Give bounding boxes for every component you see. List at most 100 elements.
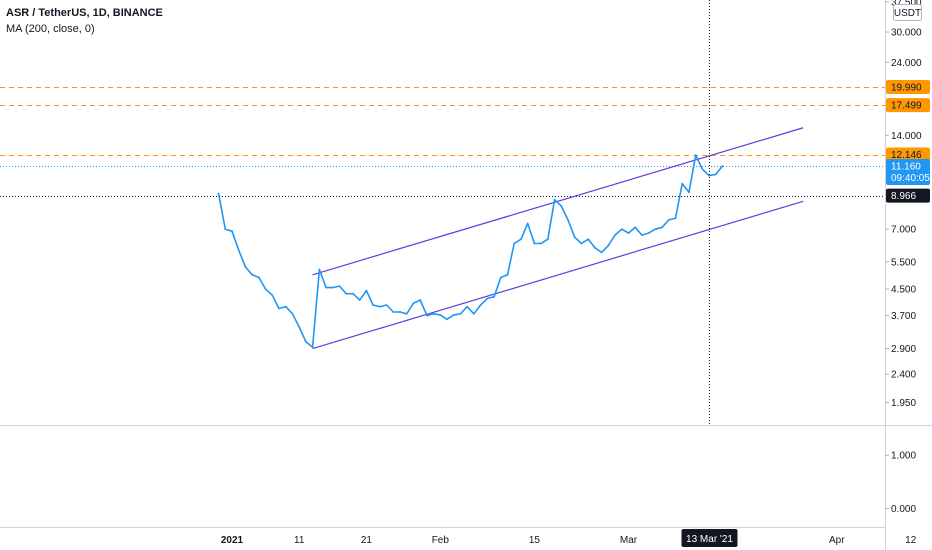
price-point-1 [224, 228, 227, 231]
channel-line-upper[interactable] [312, 127, 804, 276]
x-tick-label-1: 11 [294, 535, 305, 546]
chart-legend-symbol[interactable]: ASR / TetherUS, 1D, BINANCE [6, 7, 163, 19]
price-point-57 [600, 251, 603, 254]
y-tick-label-3: 14.000 [891, 131, 922, 142]
price-point-33 [439, 314, 442, 316]
price-point-34 [446, 318, 448, 321]
x-tick-label-2: 21 [361, 535, 373, 546]
price-point-31 [426, 314, 428, 317]
price-point-62 [634, 226, 637, 229]
price-point-37 [466, 305, 469, 308]
price-point-41 [493, 295, 495, 298]
price-point-55 [587, 238, 590, 241]
price-point-46 [526, 222, 529, 225]
price-point-30 [419, 299, 422, 301]
price-point-0 [217, 192, 220, 195]
price-tag-value-0: 19.990 [891, 83, 922, 94]
price-point-38 [473, 312, 475, 315]
y-tick-label-8: 2.900 [891, 344, 916, 355]
price-point-4 [244, 266, 247, 268]
price-point-24 [378, 305, 381, 308]
currency-badge-label: USDT [894, 8, 921, 19]
price-point-20 [352, 292, 354, 295]
price-point-65 [654, 228, 657, 231]
x-tick-label-0: 2021 [221, 535, 244, 546]
price-point-12 [298, 326, 301, 328]
price-point-48 [540, 242, 542, 245]
price-point-45 [520, 238, 522, 241]
price-point-58 [607, 244, 610, 247]
price-point-72 [701, 168, 704, 171]
trend-channel[interactable] [312, 127, 804, 350]
price-point-39 [479, 304, 482, 306]
price-point-75 [721, 165, 724, 167]
y-tick-label-2: 24.000 [891, 58, 922, 69]
price-axis[interactable]: 37.50030.00024.00014.0007.0005.5004.5003… [885, 0, 922, 409]
price-point-32 [432, 312, 435, 315]
price-point-36 [459, 312, 462, 315]
price-point-8 [271, 294, 274, 297]
price-point-47 [533, 242, 536, 245]
price-point-15 [318, 268, 321, 271]
price-point-2 [231, 230, 233, 233]
price-tag-3 [886, 159, 930, 186]
horizontal-levels[interactable] [0, 87, 885, 197]
price-point-35 [452, 314, 455, 316]
price-point-50 [553, 198, 556, 201]
indicator-tick-label-1: 0.000 [891, 504, 916, 515]
y-tick-label-10: 1.950 [891, 398, 916, 409]
price-point-61 [627, 232, 630, 235]
price-point-44 [513, 242, 516, 245]
price-point-25 [385, 304, 388, 306]
price-point-64 [647, 232, 650, 235]
price-point-17 [331, 286, 334, 289]
price-point-69 [681, 182, 684, 185]
price-point-27 [399, 311, 401, 313]
price-tag-2 [886, 147, 930, 162]
time-axis[interactable]: 2021 11 21 Feb 15 Mar Apr 12 13 Mar '21 [221, 529, 917, 547]
price-point-54 [580, 242, 583, 245]
price-point-16 [325, 286, 327, 289]
chart-legend-indicator[interactable]: MA (200, close, 0) [6, 23, 95, 35]
crosshair-date-tag [681, 529, 738, 547]
y-tick-label-4: 7.000 [891, 225, 916, 236]
price-point-66 [661, 226, 663, 229]
price-tag-1 [886, 98, 930, 113]
price-point-22 [365, 289, 368, 292]
price-point-49 [546, 238, 549, 241]
price-point-60 [620, 228, 623, 231]
price-point-11 [291, 312, 294, 315]
price-point-40 [486, 297, 489, 300]
price-series[interactable] [217, 154, 724, 349]
price-point-70 [688, 191, 690, 194]
price-point-71 [694, 154, 697, 156]
y-tick-label-7: 3.700 [891, 311, 916, 322]
price-point-13 [305, 340, 307, 343]
price-point-51 [560, 205, 563, 208]
currency-badge[interactable]: USDT [893, 4, 922, 21]
price-point-3 [237, 249, 240, 252]
price-point-63 [641, 234, 643, 237]
price-point-42 [499, 276, 502, 279]
price-point-14 [311, 346, 314, 349]
y-tick-label-1: 30.000 [891, 28, 922, 39]
price-point-43 [506, 273, 509, 276]
crosshair-date-label: 13 Mar '21 [686, 534, 733, 545]
price-tag-value-2: 12.146 [891, 150, 922, 161]
price-point-10 [284, 305, 287, 308]
price-point-68 [674, 217, 677, 220]
price-tag-value-1: 17.499 [891, 101, 922, 112]
y-tick-label-5: 5.500 [891, 257, 916, 268]
price-line-series-0[interactable] [217, 154, 724, 349]
x-tick-label-4: 15 [529, 535, 541, 546]
price-point-67 [667, 219, 670, 221]
price-point-59 [614, 234, 616, 237]
channel-line-lower[interactable] [312, 200, 804, 350]
indicator-axis[interactable]: 1.000 0.000 [885, 451, 916, 515]
x-tick-label-5: Mar [620, 535, 638, 546]
indicator-tick-label-0: 1.000 [891, 451, 916, 462]
price-point-9 [278, 307, 280, 310]
price-point-28 [405, 312, 408, 315]
